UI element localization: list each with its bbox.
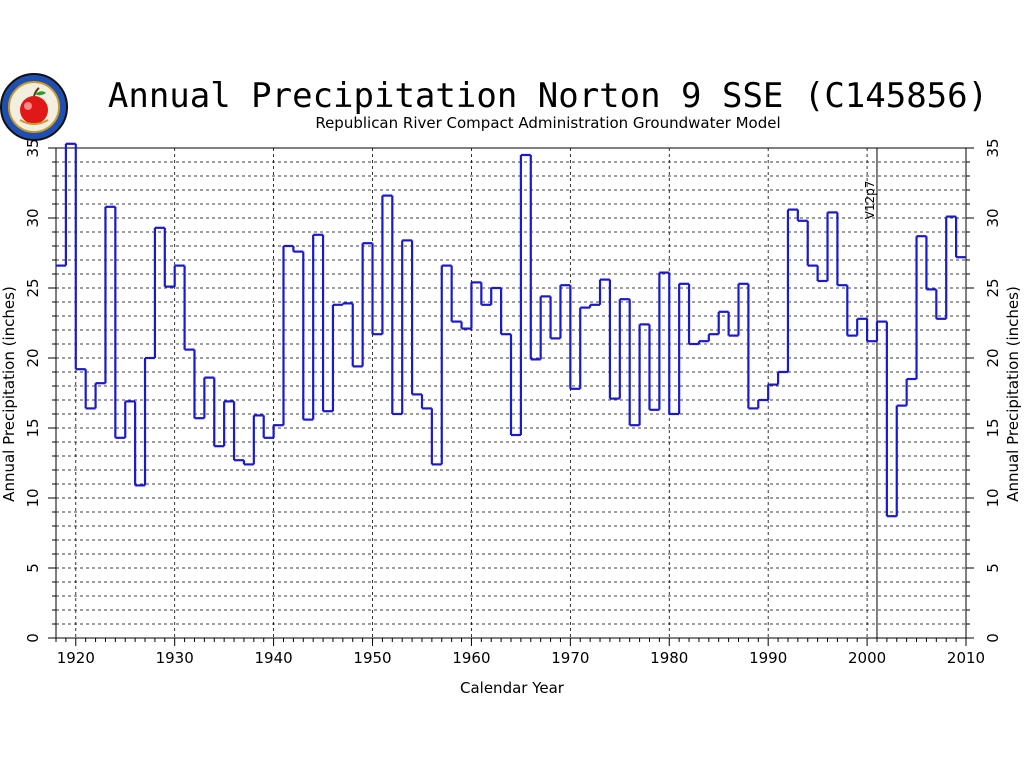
x-tick-label: 2010 <box>947 649 985 667</box>
y-axis-left: 0 5 10 15 20 25 30 35 <box>24 138 56 643</box>
series-steps <box>56 142 966 518</box>
y-tick-label-left: 35 <box>24 138 42 157</box>
y-tick-label-right: 15 <box>984 418 1002 437</box>
y-tick-label-right: 20 <box>984 348 1002 367</box>
y-tick-label-right: 35 <box>984 138 1002 157</box>
annotation-label: V12p7 <box>863 181 877 220</box>
x-axis: 1920 1930 1940 1950 1960 1970 1980 1990 2000 2010 <box>55 638 985 667</box>
rrca-seal-logo <box>0 73 68 141</box>
x-tick-label: 1970 <box>551 649 589 667</box>
x-tick-label: 1960 <box>452 649 490 667</box>
chart-subtitle: Republican River Compact Administration … <box>315 114 780 132</box>
y-tick-label-right: 5 <box>984 563 1002 573</box>
x-tick-label: 1930 <box>156 649 194 667</box>
x-tick-label: 1950 <box>353 649 391 667</box>
x-tick-label: 1940 <box>255 649 293 667</box>
y-tick-label-left: 30 <box>24 208 42 227</box>
y-tick-label-left: 10 <box>24 488 42 507</box>
x-axis-label: Calendar Year <box>460 679 565 697</box>
x-tick-label: 2000 <box>848 649 886 667</box>
annotation-marker: V12p7 <box>863 148 878 638</box>
y-tick-label-right: 25 <box>984 278 1002 297</box>
y-axis-label-right: Annual Precipitation (inches) <box>1004 286 1022 502</box>
y-tick-label-left: 5 <box>24 563 42 573</box>
x-tick-label: 1990 <box>749 649 787 667</box>
x-tick-label: 1980 <box>650 649 688 667</box>
grid-lines <box>56 148 966 638</box>
y-tick-label-right: 10 <box>984 488 1002 507</box>
y-tick-label-left: 0 <box>24 633 42 643</box>
y-axis-label-left: Annual Precipitation (inches) <box>0 286 18 502</box>
y-axis-right: 0 5 10 15 20 25 30 35 <box>966 138 1002 643</box>
y-tick-label-left: 25 <box>24 278 42 297</box>
y-tick-label-left: 20 <box>24 348 42 367</box>
y-tick-label-left: 15 <box>24 418 42 437</box>
y-tick-label-right: 0 <box>984 633 1002 643</box>
x-tick-label: 1920 <box>57 649 95 667</box>
y-tick-label-right: 30 <box>984 208 1002 227</box>
chart-title: Annual Precipitation Norton 9 SSE (C1458… <box>108 76 988 116</box>
